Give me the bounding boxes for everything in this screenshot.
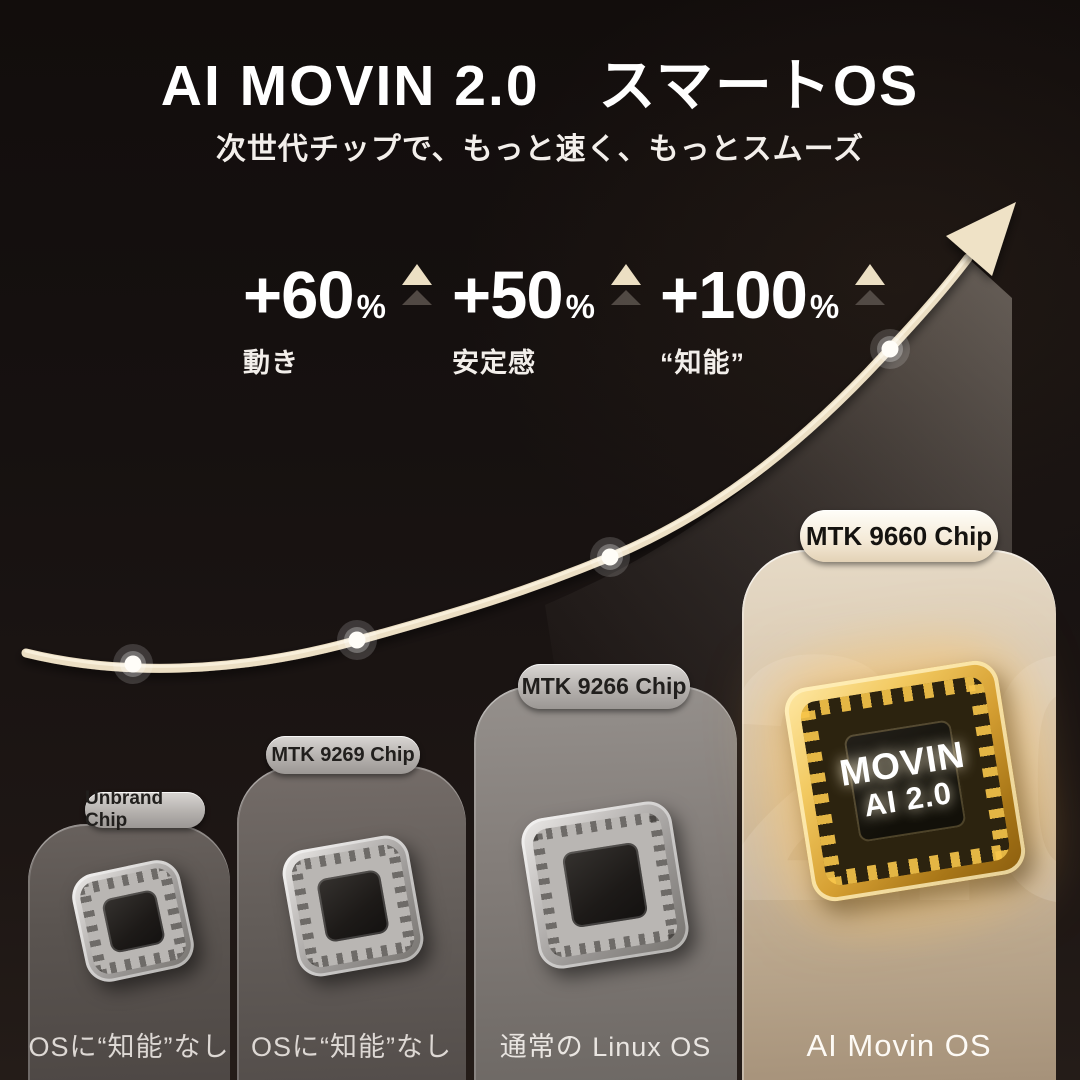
chip-label: MTK 9660 Chip bbox=[805, 520, 993, 551]
chip-label-pill: MTK 9269 Chip bbox=[266, 736, 420, 774]
chip-die bbox=[100, 888, 166, 954]
chip-label-pill-highlight: MTK 9660 Chip bbox=[800, 510, 998, 562]
chip-die bbox=[561, 841, 649, 929]
page-title: AI MOVIN 2.0 スマートOS bbox=[160, 54, 920, 118]
os-label: 通常の Linux OS bbox=[499, 1032, 712, 1062]
gold-chip-icon: MOVIN AI 2.0 bbox=[781, 657, 1029, 905]
page-subtitle: 次世代チップで、もっと速く、もっとスムーズ bbox=[215, 133, 865, 166]
os-label: OSに“知能”なし bbox=[28, 1032, 230, 1062]
bar-mtk-9266: 通常の Linux OS bbox=[474, 686, 737, 1080]
chip-die: MOVIN AI 2.0 bbox=[837, 719, 968, 843]
chip-label: MTK 9266 Chip bbox=[521, 673, 687, 699]
chip-label-pill: Unbrand Chip bbox=[85, 788, 205, 831]
chip-label: MTK 9269 Chip bbox=[271, 743, 415, 766]
os-label: AI Movin OS bbox=[806, 1028, 992, 1063]
chip-label-pill: MTK 9266 Chip bbox=[518, 664, 690, 709]
silver-chip-icon bbox=[278, 831, 428, 981]
os-label: OSに“知能”なし bbox=[251, 1032, 452, 1062]
silver-chip-icon bbox=[518, 798, 692, 972]
silver-chip-icon bbox=[67, 855, 199, 987]
chip-label: Unbrand Chip bbox=[85, 788, 164, 831]
chip-die bbox=[315, 868, 391, 944]
